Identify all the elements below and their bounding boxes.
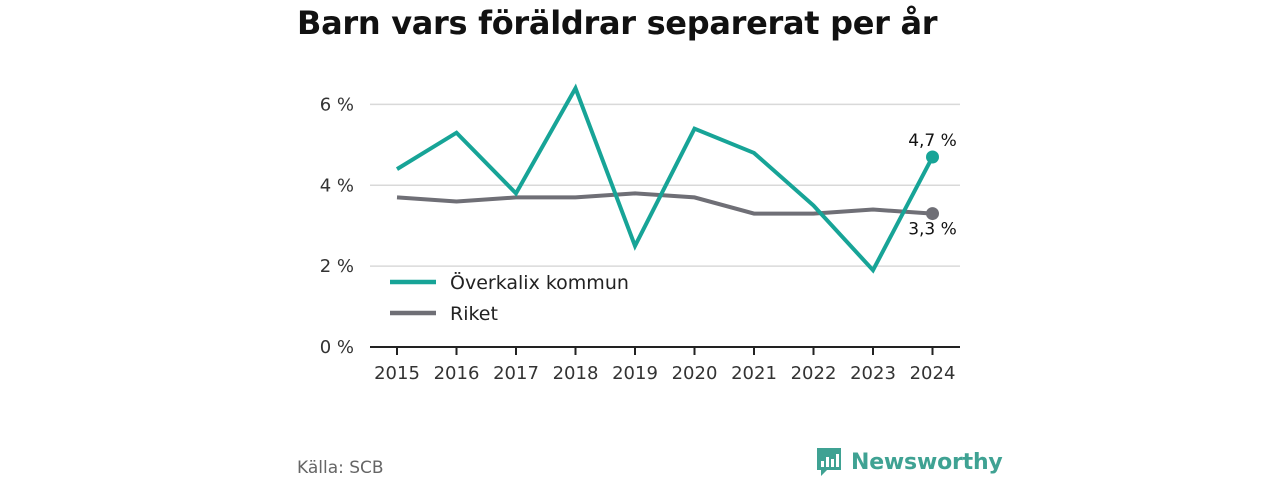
x-tick-label: 2021	[731, 363, 777, 384]
end-label: 3,3 %	[908, 220, 957, 240]
x-tick-label: 2016	[434, 363, 480, 384]
x-tick-label: 2024	[910, 363, 956, 384]
y-axis-tick-labels: 0 % 2 % 4 % 6 %	[320, 94, 354, 358]
series-lines	[395, 83, 939, 274]
x-tick-label: 2017	[493, 363, 539, 384]
y-tick-label: 6 %	[320, 94, 354, 115]
source-note: Källa: SCB	[297, 458, 384, 478]
y-tick-label: 0 %	[320, 337, 354, 358]
x-tick-label: 2015	[374, 363, 420, 384]
x-tick-label: 2022	[791, 363, 837, 384]
x-tick-label: 2018	[553, 363, 599, 384]
x-tick-label: 2019	[612, 363, 658, 384]
series-line-riket	[396, 191, 933, 216]
legend-label: Överkalix kommun	[450, 271, 629, 294]
y-tick-label: 2 %	[320, 256, 354, 277]
series-line-overkalix	[395, 83, 935, 274]
y-tick-label: 4 %	[320, 175, 354, 196]
legend: Överkalix kommun Riket	[390, 271, 629, 325]
newsworthy-logo-icon	[817, 448, 841, 476]
series-end-dot	[926, 150, 939, 164]
x-tick-label: 2020	[672, 363, 718, 384]
brand-logo: Newsworthy	[815, 446, 1003, 478]
x-axis: 2015 2016 2017 2018 2019 2020 2021 2022 2023 2024	[370, 346, 960, 384]
end-label: 4,7 %	[908, 131, 957, 151]
end-labels: 4,7 % 3,3 %	[908, 131, 957, 240]
x-tick-label: 2023	[850, 363, 896, 384]
chart-title: Barn vars föräldrar separerat per år	[297, 4, 938, 42]
legend-label: Riket	[450, 303, 498, 325]
brand-name: Newsworthy	[851, 449, 1003, 475]
series-end-dot	[926, 207, 939, 221]
